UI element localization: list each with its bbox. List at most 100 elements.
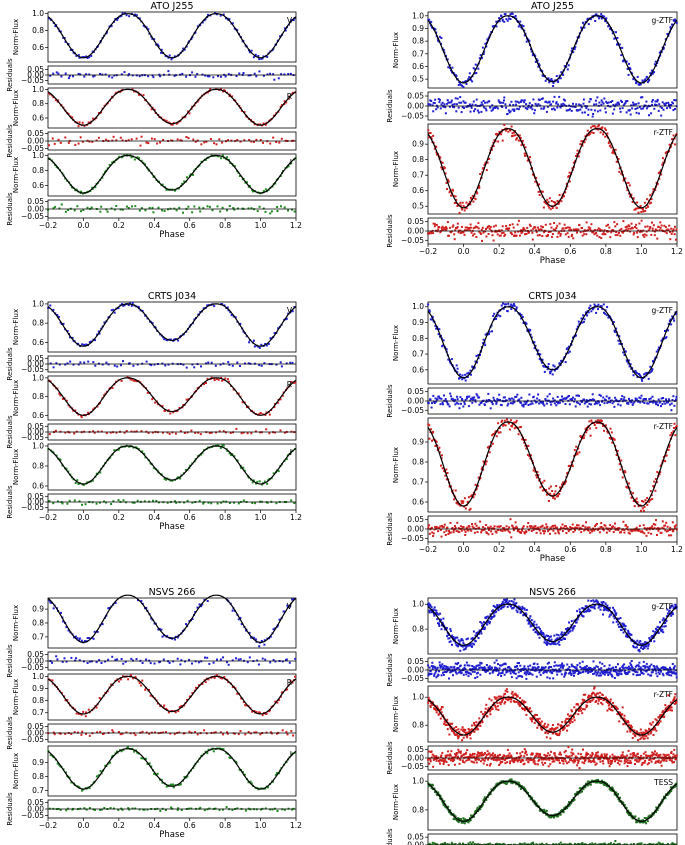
band-label: g-ZTF [651, 16, 673, 25]
data-point [540, 107, 543, 110]
model-curve [47, 154, 297, 194]
data-point [131, 205, 133, 208]
data-point [595, 232, 598, 234]
x-tick-label: 1.2 [290, 513, 302, 522]
band-label: I [290, 158, 292, 167]
data-point [551, 233, 554, 235]
data-point [540, 361, 543, 364]
data-point [480, 402, 483, 404]
data-point [658, 51, 661, 54]
data-point [104, 764, 107, 767]
y-tick-label: 0.8 [32, 166, 44, 175]
data-point [221, 677, 224, 680]
data-point [520, 531, 523, 534]
data-point [149, 662, 152, 665]
data-point [578, 451, 581, 454]
data-point [530, 530, 533, 532]
data-point [575, 445, 578, 448]
data-point [453, 202, 456, 204]
y-tick-label: 0.00 [407, 525, 424, 534]
data-point [602, 396, 605, 399]
data-point [433, 402, 436, 404]
data-point [622, 351, 625, 354]
data-point [523, 233, 526, 236]
data-point [93, 431, 96, 434]
data-point [279, 105, 282, 108]
y-tick-label: −0.05 [21, 663, 44, 672]
y-tick-label: 0.6 [412, 62, 424, 71]
data-point [108, 75, 111, 78]
data-point [553, 402, 556, 405]
data-point [613, 108, 616, 111]
data-point [640, 219, 643, 222]
data-point [644, 78, 647, 81]
data-point [467, 496, 470, 499]
data-point [534, 180, 537, 183]
data-point [558, 362, 561, 365]
data-point [291, 361, 294, 364]
data-point [449, 392, 452, 395]
data-point [573, 400, 576, 403]
data-point [176, 657, 179, 660]
data-point [642, 509, 645, 512]
data-point [441, 228, 444, 231]
data-point [521, 529, 524, 532]
data-point [640, 509, 642, 512]
data-point [586, 400, 589, 403]
data-point [452, 529, 455, 532]
data-point [550, 200, 553, 202]
data-point [558, 201, 561, 204]
data-point [510, 303, 513, 306]
data-point [175, 501, 178, 504]
data-point [664, 230, 666, 233]
data-point [453, 498, 455, 501]
data-point [463, 497, 466, 500]
data-point [576, 453, 579, 456]
data-point [609, 105, 612, 108]
data-point [667, 322, 670, 325]
data-point [577, 228, 580, 231]
data-point [247, 781, 250, 784]
data-point [608, 226, 611, 229]
data-point [548, 81, 551, 84]
data-point [562, 397, 565, 400]
data-point [556, 528, 559, 531]
data-point [132, 379, 135, 382]
data-point [541, 358, 544, 361]
x-tick-label: 0.2 [113, 221, 125, 230]
data-point [442, 344, 445, 347]
data-point [565, 226, 568, 229]
data-point [463, 81, 466, 83]
data-point [475, 72, 478, 74]
data-point [657, 348, 660, 351]
data-point [541, 524, 544, 527]
data-point [612, 531, 615, 533]
data-point [660, 405, 662, 408]
data-point [84, 715, 87, 718]
data-point [243, 469, 246, 472]
data-point [230, 314, 233, 317]
data-point [533, 341, 536, 344]
data-point [575, 155, 577, 157]
y-axis-label: Residuals [386, 214, 394, 248]
data-point [52, 72, 55, 75]
data-point [558, 74, 561, 77]
data-point [162, 658, 165, 661]
data-point [588, 100, 591, 103]
data-point [474, 225, 477, 228]
data-point [127, 746, 129, 749]
data-point [582, 230, 585, 233]
data-point [448, 531, 451, 534]
data-point [153, 38, 156, 41]
data-point [490, 530, 493, 533]
data-point [655, 519, 657, 522]
data-point [440, 464, 442, 467]
data-point [470, 106, 473, 109]
data-point [97, 136, 100, 139]
panel-frame [427, 11, 678, 89]
y-tick-label: 0.05 [407, 515, 424, 524]
data-point [627, 181, 630, 184]
data-point [77, 142, 80, 145]
data-point [651, 100, 654, 103]
